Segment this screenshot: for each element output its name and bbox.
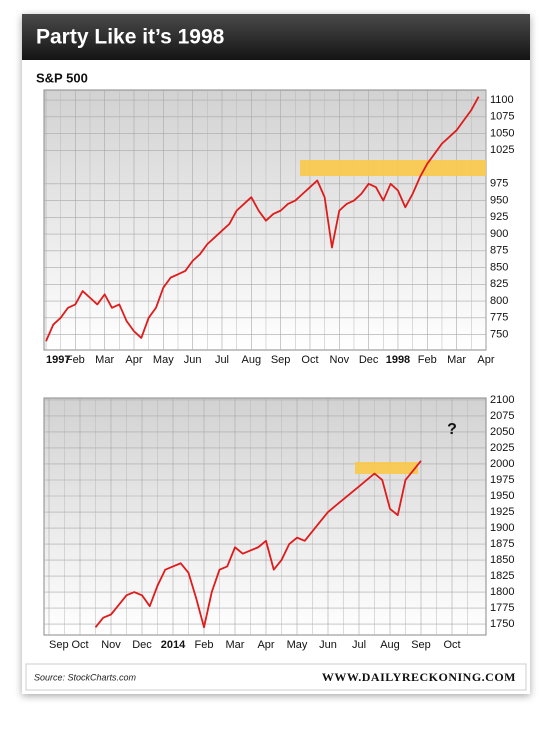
y-tick-label: 1925	[490, 506, 514, 518]
y-tick-label: 1850	[490, 554, 514, 566]
x-tick-label: Aug	[242, 354, 262, 366]
y-tick-label: 1025	[490, 144, 514, 156]
highlight-band	[300, 160, 486, 176]
y-tick-label: 1100	[490, 94, 514, 106]
y-tick-label: 1750	[490, 618, 514, 630]
y-tick-label: 950	[490, 194, 508, 206]
credit: WWW.DAILYRECKONING.COM	[322, 670, 516, 684]
header-bar	[22, 14, 530, 60]
x-tick-label: 1998	[386, 354, 410, 366]
x-tick-label: Nov	[330, 354, 350, 366]
x-tick-label: May	[287, 639, 308, 651]
x-tick-label: Jun	[184, 354, 202, 366]
x-tick-label: Nov	[101, 639, 121, 651]
x-tick-label: Apr	[477, 354, 494, 366]
x-tick-label: 2014	[161, 639, 186, 651]
y-tick-label: 900	[490, 228, 508, 240]
plot-area	[43, 397, 487, 636]
y-tick-label: 750	[490, 328, 508, 340]
series	[94, 460, 422, 629]
x-tick-label: Oct	[443, 639, 460, 651]
y-tick-label: 1975	[490, 474, 514, 486]
source: Source: StockCharts.com	[34, 672, 137, 682]
y-tick-label: 975	[490, 178, 508, 190]
y-tick-label: 1800	[490, 586, 514, 598]
title: Party Like it’s 1998	[36, 26, 225, 49]
grid	[44, 398, 486, 635]
x-tick-label: Feb	[418, 354, 437, 366]
grid	[44, 90, 487, 350]
y-tick-label: 2000	[490, 458, 514, 470]
y-tick-label: 2100	[490, 394, 514, 406]
y-tick-label: 1825	[490, 570, 514, 582]
y-tick-label: 2075	[490, 410, 514, 422]
x-tick-label: Oct	[301, 354, 318, 366]
x-tick-label: Apr	[125, 354, 142, 366]
y-tick-label: 2025	[490, 442, 514, 454]
x-tick-label: Mar	[226, 639, 245, 651]
line	[94, 460, 422, 629]
x-tick-label: Sep	[271, 354, 291, 366]
x-tick-label: Sep	[49, 639, 69, 651]
y-tick-label: 875	[490, 245, 508, 257]
x-tick-label: Feb	[66, 354, 85, 366]
series	[45, 96, 480, 342]
y-tick-label: 1075	[490, 111, 514, 123]
line	[45, 96, 480, 342]
x-tick-label: Jul	[352, 639, 366, 651]
x-tick-label: Mar	[447, 354, 466, 366]
y-tick-label: 825	[490, 278, 508, 290]
x-tick-label: 1997	[46, 354, 70, 366]
y-tick-label: 775	[490, 312, 508, 324]
x-tick-label: Mar	[95, 354, 114, 366]
y-tick-label: 1775	[490, 602, 514, 614]
x-tick-label: Oct	[71, 639, 88, 651]
chart-title: S&P 500	[36, 70, 88, 85]
y-tick-label: 1950	[490, 490, 514, 502]
y-tick-label: 1050	[490, 127, 514, 139]
y-tick-label: 2050	[490, 426, 514, 438]
x-tick-label: Aug	[380, 639, 400, 651]
x-tick-label: Sep	[411, 639, 431, 651]
y-tick-label: 800	[490, 295, 508, 307]
y-tick-label: 1900	[490, 522, 514, 534]
y-tick-label: 850	[490, 261, 508, 273]
footer-box	[25, 663, 527, 691]
x-tick-label: Dec	[132, 639, 152, 651]
x-tick-label: Jun	[319, 639, 337, 651]
x-tick-label: Dec	[359, 354, 379, 366]
x-tick-label: Feb	[195, 639, 214, 651]
highlight-band	[355, 462, 418, 474]
y-tick-label: 1875	[490, 538, 514, 550]
annotation: ?	[447, 421, 457, 438]
x-tick-label: Jul	[215, 354, 229, 366]
x-tick-label: May	[153, 354, 174, 366]
y-tick-label: 925	[490, 211, 508, 223]
x-tick-label: Apr	[257, 639, 274, 651]
